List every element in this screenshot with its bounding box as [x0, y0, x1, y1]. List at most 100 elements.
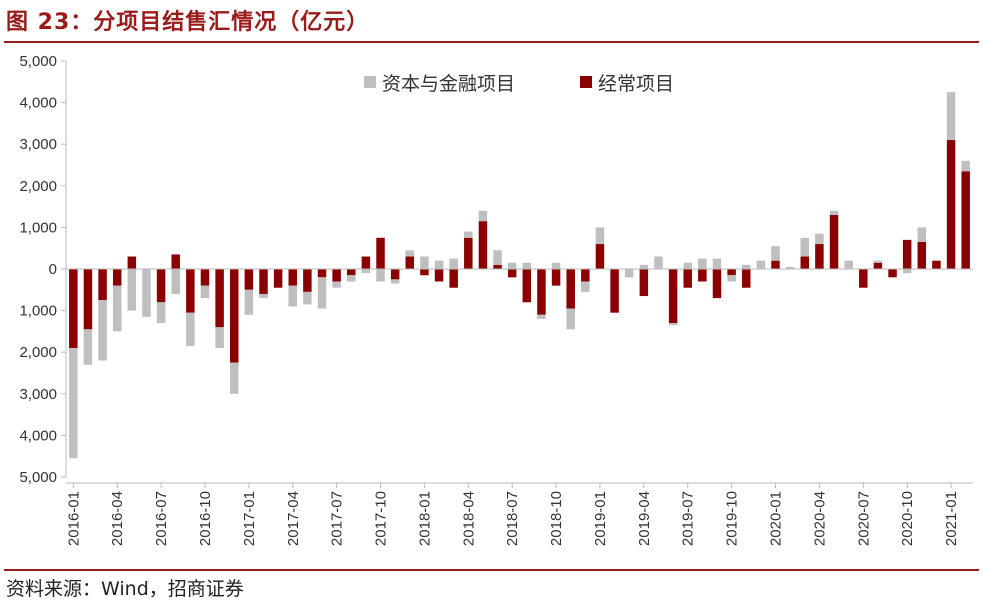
- bar-capital-2020-05: [829, 210, 839, 215]
- bar-current-2017-10: [376, 237, 385, 269]
- bar-capital-2016-07: [156, 302, 166, 324]
- bar-capital-2018-05: [478, 210, 488, 222]
- bar-capital-2017-10: [376, 269, 385, 282]
- bar-capital-2017-04: [288, 285, 297, 307]
- bar-capital-2016-06: [142, 269, 151, 317]
- bar-capital-2018-11: [566, 308, 575, 330]
- bar-capital-2018-09: [537, 314, 546, 319]
- x-tick-label: 2016-07: [153, 491, 170, 546]
- bar-current-2016-04: [112, 269, 122, 286]
- x-tick-label: 2020-01: [768, 491, 785, 546]
- x-tick-label: 2017-10: [373, 491, 390, 546]
- bar-capital-2019-06: [668, 323, 678, 326]
- y-tick-label: 5,000: [19, 469, 57, 486]
- bar-capital-2018-04: [464, 231, 473, 238]
- bar-current-2016-03: [98, 269, 107, 301]
- bar-capital-2020-10: [902, 269, 912, 274]
- bar-current-2017-09: [361, 256, 371, 269]
- bar-capital-2019-07: [683, 262, 692, 269]
- bar-capital-2018-07: [507, 262, 517, 269]
- bar-capital-2017-09: [361, 269, 371, 274]
- bar-current-2018-01: [420, 269, 429, 276]
- bar-current-2019-11: [742, 269, 751, 288]
- bar-current-2019-06: [668, 269, 678, 324]
- bar-current-2016-12: [229, 269, 239, 363]
- x-tick-label: 2018-07: [504, 491, 521, 546]
- bar-capital-2019-08: [698, 258, 707, 269]
- bar-capital-2018-10: [551, 262, 561, 269]
- bar-current-2018-12: [581, 269, 590, 282]
- bar-capital-2017-12: [405, 250, 415, 257]
- bar-current-2021-01: [946, 140, 956, 269]
- bar-current-2020-08: [873, 262, 883, 269]
- bar-capital-2016-08: [171, 269, 180, 294]
- bar-current-2020-07: [859, 269, 868, 288]
- bar-capital-2017-07: [332, 281, 341, 288]
- bar-capital-2016-03: [98, 300, 107, 361]
- bar-current-2017-07: [332, 269, 341, 282]
- bar-capital-2017-01: [244, 289, 254, 315]
- source-divider: [4, 569, 979, 571]
- bar-current-2016-08: [171, 254, 180, 269]
- bar-current-2018-04: [464, 237, 473, 269]
- x-tick-label: 2020-10: [899, 491, 916, 546]
- bar-capital-2018-01: [420, 256, 429, 269]
- source-note: 资料来源：Wind，招商证券: [6, 578, 244, 600]
- x-tick-label: 2017-01: [241, 491, 258, 546]
- bar-current-2017-08: [347, 269, 356, 276]
- bar-current-2019-08: [698, 269, 707, 282]
- bar-capital-2017-11: [390, 279, 400, 284]
- axes-group: 5,000 4,000 3,000 2,000 1,000 0 1,000 2,000 3,00…: [19, 53, 973, 546]
- bar-capital-2016-02: [83, 329, 93, 365]
- y-tick-label: 2,000: [19, 344, 57, 361]
- bar-series-group: [69, 92, 970, 459]
- bar-current-2020-11: [917, 241, 927, 269]
- bar-current-2018-11: [566, 269, 575, 309]
- legend-label: 资本与金融项目: [382, 73, 515, 95]
- title-divider: [4, 41, 979, 43]
- x-tick-label: 2019-10: [724, 491, 741, 546]
- bar-capital-2020-03: [800, 237, 810, 257]
- bar-current-2018-09: [537, 269, 546, 315]
- bar-current-2017-03: [273, 269, 283, 288]
- bar-capital-2021-01: [946, 92, 956, 141]
- y-tick-label: 1,000: [19, 219, 57, 236]
- bar-current-2017-06: [317, 269, 327, 278]
- bar-capital-2016-09: [186, 312, 195, 346]
- bar-current-2016-09: [186, 269, 195, 313]
- bar-capital-2017-06: [317, 277, 327, 309]
- x-tick-label: 2018-01: [416, 491, 433, 546]
- bar-capital-2020-08: [873, 260, 883, 263]
- bar-current-2019-01: [595, 244, 605, 269]
- bar-capital-2018-08: [522, 262, 532, 269]
- bar-capital-2020-11: [917, 227, 927, 242]
- bar-current-2017-02: [259, 269, 268, 294]
- bar-capital-2016-10: [200, 285, 210, 299]
- legend-swatch: [580, 76, 592, 88]
- y-tick-label: 3,000: [19, 136, 57, 153]
- x-tick-label: 2016-04: [109, 491, 126, 546]
- bar-current-2019-10: [727, 269, 736, 276]
- bar-capital-2020-04: [815, 233, 824, 245]
- x-tick-label: 2020-04: [811, 491, 828, 546]
- bar-current-2016-07: [156, 269, 166, 303]
- bar-current-2020-05: [829, 214, 839, 269]
- bar-current-2018-02: [434, 269, 444, 282]
- x-tick-label: 2016-01: [65, 491, 82, 546]
- bar-current-2018-08: [522, 269, 532, 303]
- bar-capital-2019-05: [654, 256, 663, 269]
- y-tick-label: 4,000: [19, 95, 57, 112]
- bar-current-2020-12: [932, 260, 941, 269]
- y-tick-label: 2,000: [19, 178, 57, 195]
- bar-capital-2019-01: [595, 227, 605, 245]
- bar-capital-2020-01: [771, 246, 780, 261]
- legend-swatch: [364, 76, 376, 88]
- bar-capital-2019-03: [624, 269, 634, 278]
- bar-capital-2018-12: [581, 281, 590, 292]
- x-tick-label: 2020-07: [855, 491, 872, 546]
- bar-capital-2016-11: [215, 327, 224, 349]
- bar-capital-2021-02: [961, 160, 970, 172]
- x-tick-label: 2018-04: [460, 491, 477, 546]
- bar-current-2017-12: [405, 256, 415, 269]
- x-tick-label: 2021-01: [943, 491, 960, 546]
